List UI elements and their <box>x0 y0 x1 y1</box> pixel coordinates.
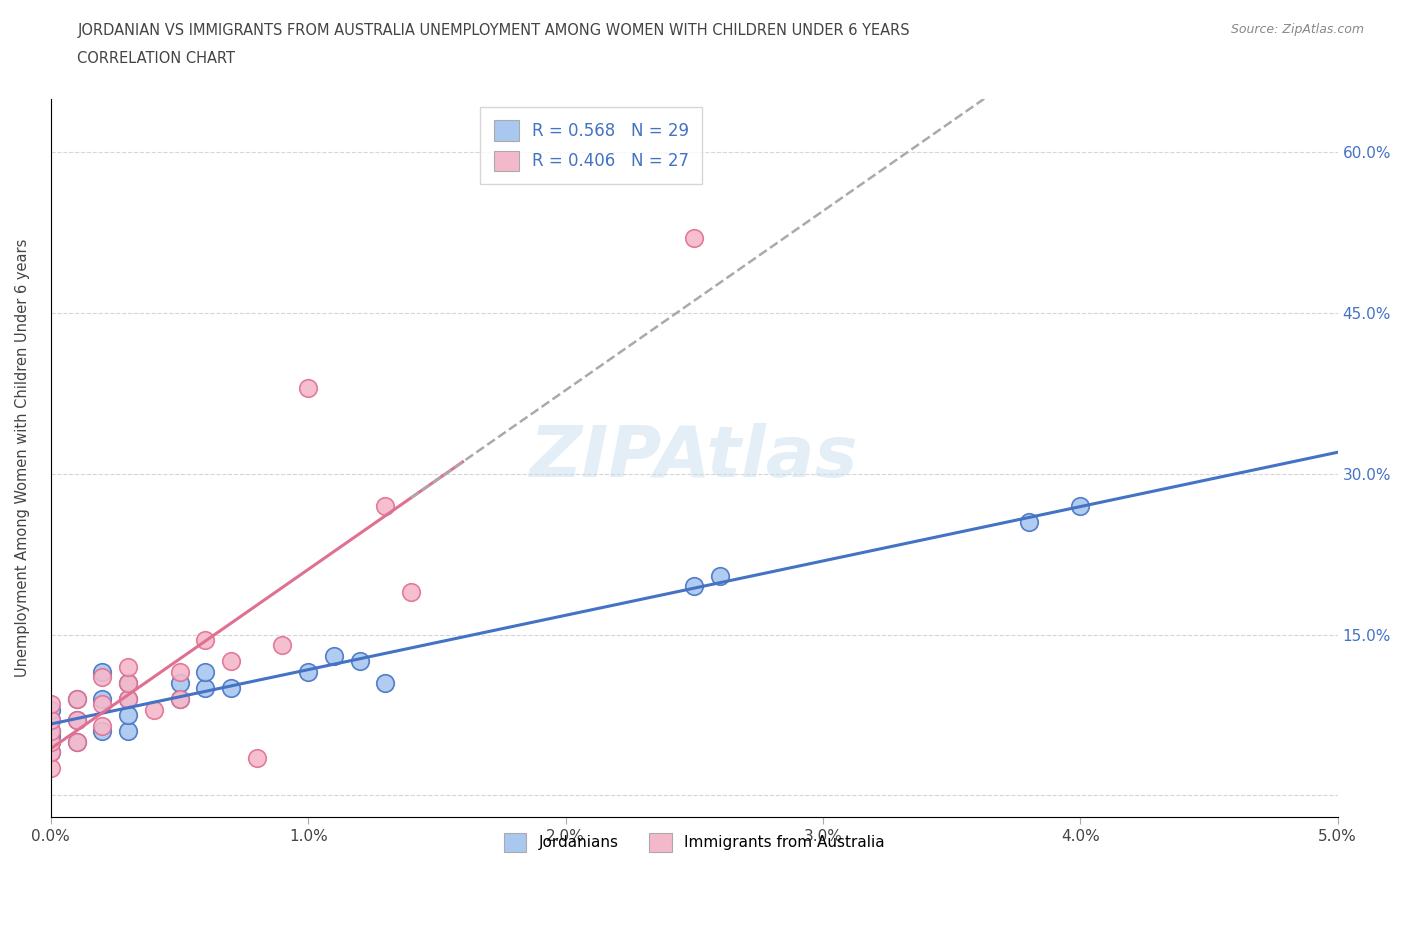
Point <box>39 712 62 727</box>
Point <box>39 745 62 760</box>
Point <box>1069 498 1091 513</box>
Point <box>297 380 319 395</box>
Point <box>683 578 706 593</box>
Point <box>194 681 217 696</box>
Point <box>39 735 62 750</box>
Point <box>39 735 62 750</box>
Point <box>91 724 114 738</box>
Point <box>39 697 62 711</box>
Point <box>91 691 114 706</box>
Point <box>65 735 87 750</box>
Point <box>169 675 191 690</box>
Point <box>374 498 396 513</box>
Point <box>91 718 114 733</box>
Point <box>117 691 139 706</box>
Point <box>39 729 62 744</box>
Point <box>117 675 139 690</box>
Point <box>91 665 114 680</box>
Point <box>91 697 114 711</box>
Point <box>91 670 114 684</box>
Point <box>65 691 87 706</box>
Point <box>1018 514 1040 529</box>
Y-axis label: Unemployment Among Women with Children Under 6 years: Unemployment Among Women with Children U… <box>15 238 30 677</box>
Point <box>117 675 139 690</box>
Point <box>374 675 396 690</box>
Point <box>271 638 294 653</box>
Legend: Jordanians, Immigrants from Australia: Jordanians, Immigrants from Australia <box>496 826 893 859</box>
Point <box>39 761 62 776</box>
Text: JORDANIAN VS IMMIGRANTS FROM AUSTRALIA UNEMPLOYMENT AMONG WOMEN WITH CHILDREN UN: JORDANIAN VS IMMIGRANTS FROM AUSTRALIA U… <box>77 23 910 38</box>
Point <box>65 691 87 706</box>
Point <box>399 584 422 599</box>
Point <box>194 632 217 647</box>
Point <box>117 724 139 738</box>
Point <box>65 712 87 727</box>
Point <box>246 751 269 765</box>
Text: Source: ZipAtlas.com: Source: ZipAtlas.com <box>1230 23 1364 36</box>
Point <box>169 691 191 706</box>
Point <box>297 665 319 680</box>
Point <box>65 712 87 727</box>
Point <box>219 681 242 696</box>
Point <box>323 648 346 663</box>
Point <box>117 691 139 706</box>
Point <box>39 745 62 760</box>
Point <box>117 708 139 723</box>
Point <box>194 665 217 680</box>
Point <box>169 691 191 706</box>
Point <box>39 724 62 738</box>
Point <box>683 231 706 246</box>
Point <box>709 568 731 583</box>
Point <box>219 654 242 669</box>
Point <box>39 702 62 717</box>
Point <box>65 735 87 750</box>
Point <box>349 654 371 669</box>
Point <box>39 712 62 727</box>
Point <box>117 659 139 674</box>
Point <box>39 724 62 738</box>
Text: CORRELATION CHART: CORRELATION CHART <box>77 51 235 66</box>
Point <box>169 665 191 680</box>
Point <box>142 702 165 717</box>
Text: ZIPAtlas: ZIPAtlas <box>530 423 859 492</box>
